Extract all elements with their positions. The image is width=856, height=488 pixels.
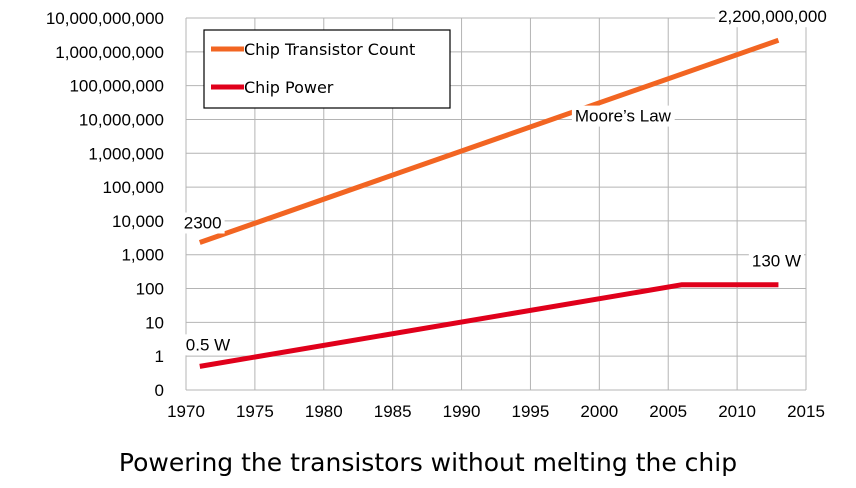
annotation-text: 0.5 W — [186, 335, 230, 354]
x-tick-label: 1990 — [443, 402, 481, 421]
y-tick-label: 1,000,000,000 — [55, 43, 164, 62]
x-tick-label: 1980 — [305, 402, 343, 421]
y-tick-label: 10,000,000,000 — [46, 9, 164, 28]
y-tick-label: 10,000 — [112, 212, 164, 231]
end-power-label: 130 W — [748, 250, 805, 272]
legend-item-power: Chip Power — [211, 78, 334, 97]
y-tick-label: 10,000,000 — [79, 110, 164, 129]
y-tick-label: 10 — [145, 313, 164, 332]
y-tick-label: 0 — [155, 381, 164, 400]
x-tick-label: 1970 — [167, 402, 205, 421]
x-tick-label: 1995 — [512, 402, 550, 421]
series-lines — [198, 37, 780, 369]
y-axis-tick-labels: 0 1 10 100 1,000 10,000 100,000 1,000,000 10,000… — [46, 9, 164, 400]
chart-caption: Powering the transistors without melting… — [118, 448, 738, 477]
start-power-label: 0.5 W — [182, 334, 234, 356]
y-tick-label: 1,000,000 — [88, 144, 164, 163]
legend-box — [203, 29, 451, 109]
legend-item-transistors: Chip Transistor Count — [211, 40, 415, 59]
start-transistor-label: 2300 — [180, 212, 225, 234]
x-tick-label: 2005 — [649, 402, 687, 421]
annotation-knockout — [715, 6, 830, 28]
x-tick-label: 1975 — [236, 402, 274, 421]
legend: Chip Transistor Count Chip Power — [203, 29, 451, 109]
y-tick-label: 1,000 — [121, 246, 164, 265]
legend-label: Chip Power — [244, 78, 334, 97]
annotation-text: 2300 — [184, 213, 222, 232]
annotations: 2300 2,200,000,000 Moore’s Law 0.5 W 130 W — [180, 6, 830, 356]
chip-power-line — [199, 282, 779, 369]
annotation-text: 2,200,000,000 — [718, 7, 827, 26]
moores-law-label: Moore’s Law — [571, 105, 675, 127]
y-tick-label: 100,000 — [103, 178, 164, 197]
annotation-knockout — [748, 250, 805, 272]
x-tick-label: 2010 — [718, 402, 756, 421]
y-tick-label: 100,000,000 — [69, 77, 164, 96]
y-tick-label: 1 — [155, 347, 164, 366]
chart: 0 1 10 100 1,000 10,000 100,000 1,000,000 10,000… — [45, 6, 830, 421]
annotation-text: 130 W — [752, 252, 801, 271]
x-tick-label: 1985 — [374, 402, 412, 421]
annotation-knockout — [182, 334, 234, 356]
annotation-text: Moore’s Law — [575, 107, 672, 126]
end-transistor-label: 2,200,000,000 — [715, 6, 830, 28]
x-tick-label: 2000 — [580, 402, 618, 421]
x-tick-label: 2015 — [787, 402, 825, 421]
horizontal-gridlines — [186, 17, 806, 391]
annotation-knockout — [571, 105, 675, 127]
x-axis-tick-labels: 1970 1975 1980 1985 1990 1995 2000 2005 2010 2015 — [167, 402, 825, 421]
y-tick-label: 100 — [136, 280, 164, 299]
annotation-knockout — [180, 212, 225, 234]
legend-label: Chip Transistor Count — [244, 40, 415, 59]
transistor-count-line — [198, 37, 780, 245]
